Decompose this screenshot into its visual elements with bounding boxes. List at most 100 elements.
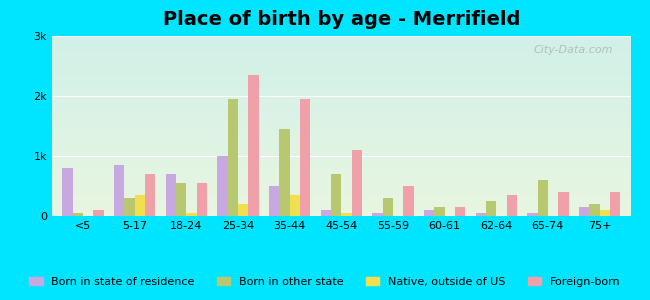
Bar [62,168,73,216]
Bar [52,139,630,140]
Bar [248,75,259,216]
Bar [73,213,83,216]
Bar [196,183,207,216]
Bar [52,117,630,119]
Bar [52,209,630,211]
Bar [52,113,630,115]
Bar [331,174,341,216]
Bar [52,176,630,178]
Bar [424,210,434,216]
Bar [527,213,538,216]
Bar [52,160,630,162]
Bar [52,47,630,49]
Bar [52,142,630,144]
Bar [527,213,538,216]
Bar [52,85,630,86]
Bar [599,210,610,216]
Bar [455,207,465,216]
Bar [610,192,620,216]
Bar [73,213,83,216]
Bar [52,63,630,65]
Bar [486,201,496,216]
Bar [52,106,630,108]
Bar [52,153,630,155]
Bar [52,79,630,81]
Bar [52,49,630,50]
Bar [52,169,630,171]
Bar [52,131,630,133]
Bar [52,92,630,94]
Bar [94,210,103,216]
Bar [52,52,630,54]
Bar [114,165,124,216]
Bar [227,99,238,216]
Bar [52,126,630,128]
Bar [269,186,280,216]
Bar [52,97,630,99]
Bar [52,167,630,169]
Bar [52,178,630,180]
Bar [227,99,238,216]
Bar [372,213,383,216]
Bar [341,213,352,216]
Bar [52,115,630,117]
Bar [52,122,630,124]
Bar [383,198,393,216]
Bar [176,183,187,216]
Bar [52,95,630,97]
Bar [52,146,630,148]
Bar [52,76,630,77]
Bar [300,99,310,216]
Bar [52,41,630,43]
Bar [52,110,630,112]
Bar [486,201,496,216]
Bar [52,38,630,40]
Bar [52,99,630,101]
Bar [52,175,630,176]
Bar [52,149,630,151]
Bar [300,99,310,216]
Bar [579,207,589,216]
Bar [383,198,393,216]
Bar [52,184,630,185]
Bar [52,173,630,175]
Bar [166,174,176,216]
Bar [52,182,630,184]
Bar [52,135,630,137]
Bar [269,186,280,216]
Bar [589,204,599,216]
Bar [403,186,413,216]
Bar [166,174,176,216]
Bar [52,70,630,72]
Bar [372,213,383,216]
Bar [538,180,548,216]
Bar [538,180,548,216]
Bar [52,187,630,189]
Bar [52,86,630,88]
Bar [52,112,630,113]
Bar [52,171,630,173]
Bar [52,194,630,196]
Bar [280,129,290,216]
Bar [320,210,331,216]
Bar [558,192,569,216]
Bar [506,195,517,216]
Bar [52,58,630,59]
Bar [52,137,630,139]
Bar [476,213,486,216]
Bar [455,207,465,216]
Bar [52,162,630,164]
Bar [52,151,630,153]
Bar [114,165,124,216]
Bar [52,67,630,68]
Bar [62,168,73,216]
Bar [176,183,187,216]
Bar [52,65,630,67]
Bar [52,81,630,83]
Legend: Born in state of residence, Born in other state, Native, outside of US, Foreign-: Born in state of residence, Born in othe… [25,272,625,291]
Bar [52,185,630,187]
Bar [52,211,630,212]
Bar [124,198,135,216]
Bar [196,183,207,216]
Bar [52,202,630,203]
